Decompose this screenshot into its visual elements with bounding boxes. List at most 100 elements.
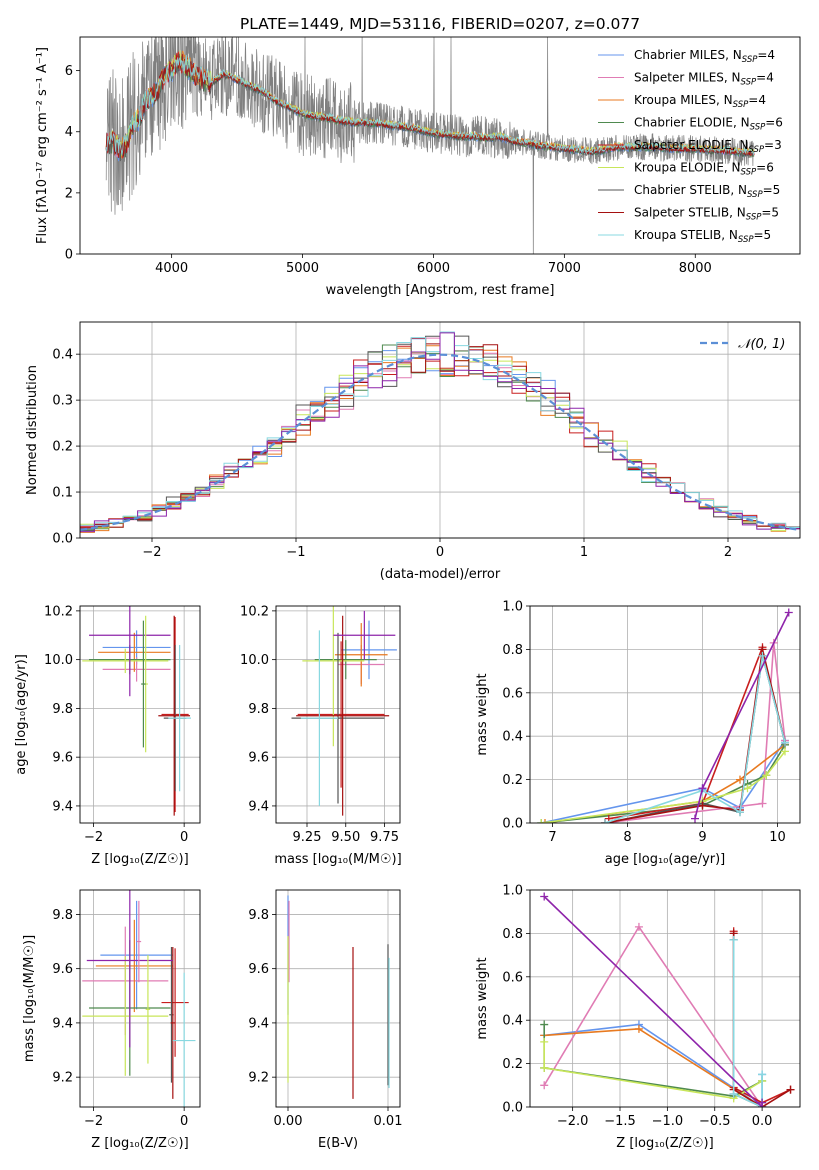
x-tick-label: 9.50 — [331, 830, 360, 845]
y-tick-label: 1.0 — [502, 884, 523, 899]
x-tick-label: 0.00 — [274, 1114, 303, 1129]
errorbar-point — [302, 606, 365, 747]
data-point-marker — [698, 801, 707, 810]
x-tick-label: 1 — [580, 545, 588, 560]
legend-label: Kroupa ELODIE, NSSP=6 — [634, 161, 774, 178]
x-tick-label: −1.5 — [604, 1114, 636, 1129]
data-point-marker — [541, 819, 549, 823]
errorbar-point — [89, 606, 171, 697]
data-point-marker — [691, 814, 699, 823]
y-tick-label: 0.8 — [502, 927, 523, 942]
y-tick-label: 9.6 — [248, 751, 269, 766]
axes-frame — [79, 321, 801, 539]
y-tick-label: 9.6 — [52, 751, 73, 766]
data-point-marker — [540, 1020, 549, 1029]
y-tick-label: 0.0 — [502, 817, 523, 832]
series-line — [732, 939, 763, 1107]
errorbar-point — [333, 610, 396, 660]
errorbar-point — [100, 900, 173, 1010]
series-salpeter-miles — [540, 922, 767, 1107]
x-tick-label: −1 — [286, 545, 305, 560]
series-line — [732, 939, 763, 1107]
weight-vs-age-panel: 7 8 9 10 0.0 0.2 0.4 0.6 0.8 1.0 age [log₁₀(age/yr… — [475, 600, 801, 867]
x-tick-label: −2 — [84, 1114, 103, 1129]
legend-label: Chabrier STELIB, NSSP=5 — [634, 183, 780, 200]
y-tick-label: 0.2 — [52, 440, 73, 455]
x-tick-label: −2.0 — [557, 1114, 589, 1129]
legend-label: Salpeter MILES, NSSP=4 — [634, 71, 774, 88]
legend-label-suffix: =5 — [763, 183, 781, 197]
errorbar-point — [145, 955, 151, 1064]
x-tick-label: 9.75 — [370, 830, 399, 845]
y-tick-label: 9.2 — [52, 1071, 73, 1086]
plot-area — [291, 606, 397, 816]
x-tick-label: 0.01 — [374, 1114, 403, 1129]
y-tick-label: 9.8 — [52, 908, 73, 923]
y-tick-label: 0 — [65, 248, 73, 263]
y-tick-label: 0.1 — [52, 486, 73, 501]
series-chabrier-elodie — [537, 740, 789, 823]
x-tick-label: 0 — [180, 1114, 188, 1129]
y-tick-label: 9.8 — [52, 702, 73, 717]
y-tick-label: 0.8 — [502, 643, 523, 658]
legend-entry: Kroupa ELODIE, NSSP=6 — [598, 161, 774, 178]
x-axis-label: E(B-V) — [318, 1136, 358, 1151]
y-axis-label: mass weight — [475, 957, 490, 1039]
legend-label-main: Kroupa MILES, N — [634, 93, 733, 107]
data-point-marker — [781, 738, 789, 747]
data-point-marker — [736, 808, 744, 817]
legend-label-main: Chabrier ELODIE, N — [634, 116, 750, 130]
y-tick-label: 9.2 — [248, 1071, 269, 1086]
y-tick-label: 0.3 — [52, 394, 73, 409]
legend-label: Kroupa STELIB, NSSP=5 — [634, 228, 771, 245]
x-axis-label: mass [log₁₀(M/M☉)] — [274, 852, 401, 867]
series-kroupa-stelib — [729, 935, 767, 1107]
x-tick-label: −2 — [84, 830, 103, 845]
x-tick-label: −2 — [142, 545, 161, 560]
data-point-marker — [743, 784, 752, 793]
errorbar-point — [296, 615, 390, 816]
data-point-marker — [540, 1081, 549, 1090]
mass-vs-metallicity-panel: −2 0 9.2 9.4 9.6 9.8 Z [log₁₀(Z/Z☉)] mass [log₁… — [22, 889, 201, 1151]
y-tick-label: 1.0 — [502, 600, 523, 615]
y-tick-label: 9.6 — [52, 962, 73, 977]
x-tick-label: 2 — [724, 545, 732, 560]
x-tick-label: 0.0 — [752, 1114, 773, 1129]
errorbar-point — [82, 956, 169, 1076]
model-spectrum-kroupa-stelib — [105, 54, 755, 156]
x-tick-label: 9.25 — [293, 830, 322, 845]
legend-label-suffix: =6 — [756, 161, 774, 175]
x-axis-label: wavelength [Angstrom, rest frame] — [326, 283, 555, 298]
series-kroupa-elodie — [540, 1037, 767, 1103]
legend-entry: Kroupa STELIB, NSSP=5 — [598, 228, 771, 245]
series-kroupa-stelib — [601, 651, 789, 823]
series-kroupa-miles — [541, 740, 789, 823]
legend-entry: Salpeter STELIB, NSSP=5 — [598, 206, 779, 223]
x-tick-label: −1.0 — [652, 1114, 684, 1129]
y-tick-label: 0.2 — [502, 1057, 523, 1072]
errorbar-point — [158, 615, 191, 816]
y-tick-label: 0.4 — [502, 1014, 523, 1029]
legend-label-sub: SSP — [742, 55, 758, 65]
legend-label: 𝒩(0, 1) — [738, 337, 785, 352]
x-tick-label: 0 — [180, 830, 188, 845]
y-tick-label: 9.8 — [248, 908, 269, 923]
legend-entry: Chabrier STELIB, NSSP=5 — [598, 183, 780, 200]
legend-label-suffix: =3 — [764, 138, 782, 152]
x-axis-label: Z [log₁₀(Z/Z☉)] — [91, 1136, 188, 1151]
legend-label: Chabrier MILES, NSSP=4 — [634, 48, 775, 65]
y-tick-label: 9.8 — [248, 702, 269, 717]
x-tick-label: 7 — [548, 830, 556, 845]
x-axis-label: Z [log₁₀(Z/Z☉)] — [616, 1136, 713, 1151]
legend-entry: Chabrier ELODIE, NSSP=6 — [598, 116, 783, 133]
data-point-marker — [729, 1089, 738, 1098]
series-line — [543, 925, 763, 1107]
errorbar-point — [136, 900, 142, 983]
errorbar-point — [82, 648, 169, 674]
legend-label-main: Kroupa ELODIE, N — [634, 161, 741, 175]
data-point-marker — [762, 771, 771, 780]
plot-area — [82, 606, 191, 816]
errorbar-point — [95, 919, 173, 1013]
legend-label: Salpeter STELIB, NSSP=5 — [634, 206, 779, 223]
data-point-marker — [786, 1085, 795, 1094]
